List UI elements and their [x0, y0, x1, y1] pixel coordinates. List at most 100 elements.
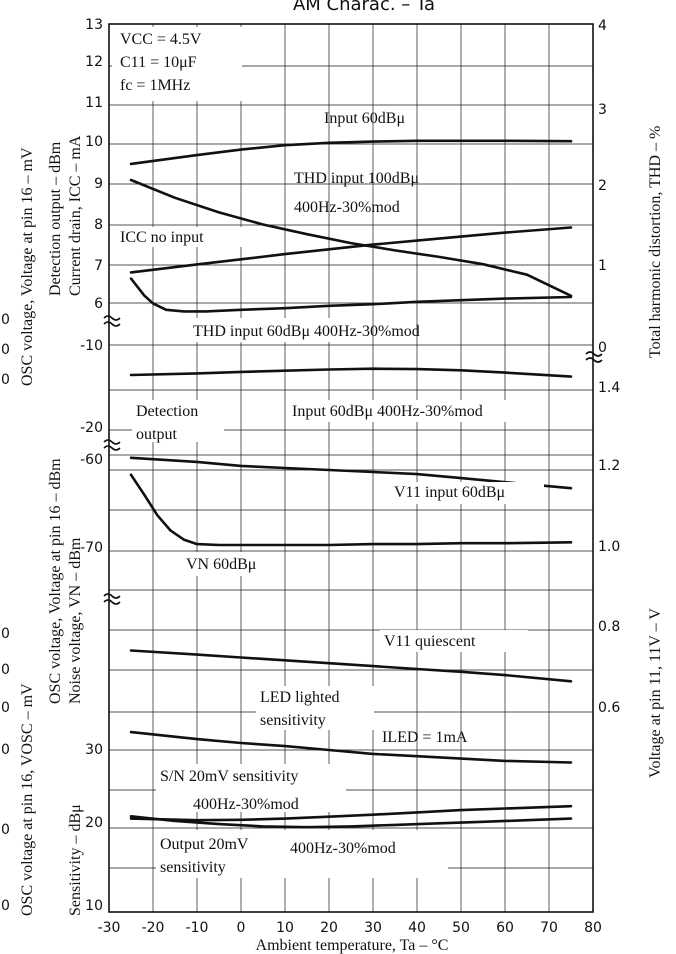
condition-vcc: VCC = 4.5V — [120, 31, 202, 48]
edge-fragment: 0 — [1, 626, 10, 642]
y-tick-11: 11 — [85, 95, 103, 111]
edge-fragment: 0 — [1, 312, 10, 328]
label-led-a: LED lighted — [260, 689, 340, 706]
edge-fragment: 0 — [1, 662, 10, 678]
y-tick-12: 12 — [85, 54, 103, 70]
series-line-1 — [129, 139, 573, 166]
left-ticks-upper: 13 12 11 10 9 8 7 6 — [85, 17, 103, 312]
r-tick-1-0: 1.0 — [598, 539, 620, 555]
series-line-3 — [129, 226, 573, 274]
out-label-bg — [156, 830, 448, 878]
r-tick-0: 0 — [598, 340, 607, 356]
y-tick-8: 8 — [94, 217, 103, 233]
x-tick-label: 80 — [584, 920, 602, 936]
axis-label-v11: Voltage at pin 11, 11V – V — [647, 608, 664, 778]
label-out-mod: 400Hz-30%mod — [290, 840, 396, 857]
condition-fc: fc = 1MHz — [120, 77, 190, 94]
v11-input-bg — [392, 482, 544, 504]
series-line-9 — [129, 730, 573, 764]
series-line-8 — [129, 649, 573, 683]
sn-label-bg — [156, 764, 346, 812]
edge-fragment: 0 — [1, 822, 10, 838]
y-tick-6: 6 — [94, 296, 103, 312]
annotations: Input 60dBμ THD input 100dBμ 400Hz-30%mo… — [118, 110, 546, 878]
x-tick-label: -10 — [186, 920, 209, 936]
label-out-b: sensitivity — [160, 859, 226, 876]
label-thd60: THD input 60dBμ 400Hz-30%mod — [193, 323, 420, 340]
x-axis-label: Ambient temperature, Ta – °C — [256, 937, 449, 954]
x-tick-labels: -30 -20 -10 0 10 20 30 40 50 60 70 80 — [98, 920, 602, 936]
label-sn-a: S/N 20mV sensitivity — [160, 768, 298, 785]
x-tick-label: 50 — [452, 920, 470, 936]
det-label-bg — [132, 400, 224, 442]
y-tick-9: 9 — [94, 176, 103, 192]
label-led-b: sensitivity — [260, 712, 326, 729]
label-thd100-a: THD input 100dBμ — [294, 170, 419, 187]
y-tick-10: 10 — [85, 134, 103, 150]
r-tick-0-8: 0.8 — [598, 619, 620, 635]
label-sn-b: 400Hz-30%mod — [193, 796, 299, 813]
y-tick-minus70: -70 — [80, 540, 103, 556]
y-tick-7: 7 — [94, 258, 103, 274]
label-det-b: output — [136, 426, 177, 443]
label-det-input: Input 60dBμ 400Hz-30%mod — [292, 403, 483, 420]
series-line-10 — [129, 804, 573, 822]
r-tick-1: 1 — [598, 258, 607, 274]
series-line-2 — [129, 178, 573, 298]
r-tick-2: 2 — [598, 178, 607, 194]
edge-fragment: 0 — [1, 742, 10, 758]
axis-break-marks — [103, 315, 603, 605]
axis-label-thd: Total harmonic distortion, THD – % — [647, 126, 664, 358]
condition-c11: C11 = 10μF — [120, 54, 197, 71]
led-label-bg — [256, 686, 374, 730]
x-tick-label: -20 — [142, 920, 165, 936]
r-tick-1-2: 1.2 — [598, 458, 620, 474]
x-tick-label: 30 — [364, 920, 382, 936]
series-line-4 — [129, 277, 573, 313]
series-curves — [129, 139, 573, 829]
series-line-6 — [129, 456, 573, 490]
label-v11-input: V11 input 60dBμ — [394, 484, 505, 501]
label-det-a: Detection — [136, 403, 198, 420]
left-edge-fragments: 0 0 0 0 0 0 0 0 0 — [1, 312, 10, 914]
x-tick-label: 20 — [320, 920, 338, 936]
edge-fragment: 0 — [1, 342, 10, 358]
edge-fragment: 0 — [1, 372, 10, 388]
x-tick-label: 40 — [408, 920, 426, 936]
v11q-label-bg — [380, 630, 528, 652]
r-tick-3: 3 — [598, 102, 607, 118]
label-thd100-b: 400Hz-30%mod — [294, 199, 400, 216]
r-tick-1-4: 1.4 — [598, 380, 620, 396]
r-tick-4: 4 — [598, 18, 607, 34]
series-line-11 — [129, 815, 573, 829]
label-icc: ICC no input — [120, 229, 204, 246]
x-tick-label: -30 — [98, 920, 121, 936]
axis-label-noise: Noise voltage, VN – dBm — [67, 537, 84, 704]
axis-label-osc-dbm: OSC voltage, Voltage at pin 16 – dBm — [47, 458, 64, 704]
axis-label-osc-mv: OSC voltage, Voltage at pin 16 – mV — [19, 147, 36, 386]
x-tick-label: 10 — [276, 920, 294, 936]
x-tick-label: 70 — [540, 920, 558, 936]
y-tick-minus20: -20 — [80, 420, 103, 436]
vn-label-bg — [183, 552, 281, 576]
det-input-bg — [288, 400, 546, 422]
edge-fragment: 0 — [1, 700, 10, 716]
r-tick-0-6: 0.6 — [598, 700, 620, 716]
axis-label-sensitivity: Sensitivity – dBμ — [67, 804, 84, 916]
label-iled: ILED = 1mA — [382, 729, 468, 746]
axis-label-vosc: OSC voltage at pin 16, VOSC – mV — [19, 683, 36, 916]
label-input-60: Input 60dBμ — [324, 110, 405, 127]
edge-fragment: 0 — [1, 898, 10, 914]
icc-label-bg — [118, 227, 258, 247]
plot-frame — [108, 23, 594, 913]
label-v11q: V11 quiescent — [384, 633, 476, 650]
label-out-a: Output 20mV — [160, 836, 249, 853]
x-tick-label: 60 — [496, 920, 514, 936]
left-axis-labels: OSC voltage, Voltage at pin 16 – mV Dete… — [19, 135, 84, 916]
conditions-box — [112, 27, 242, 101]
y-tick-13: 13 — [85, 17, 103, 33]
grid — [109, 24, 593, 912]
y-tick-30: 30 — [85, 742, 103, 758]
y-tick-10: 10 — [85, 898, 103, 914]
